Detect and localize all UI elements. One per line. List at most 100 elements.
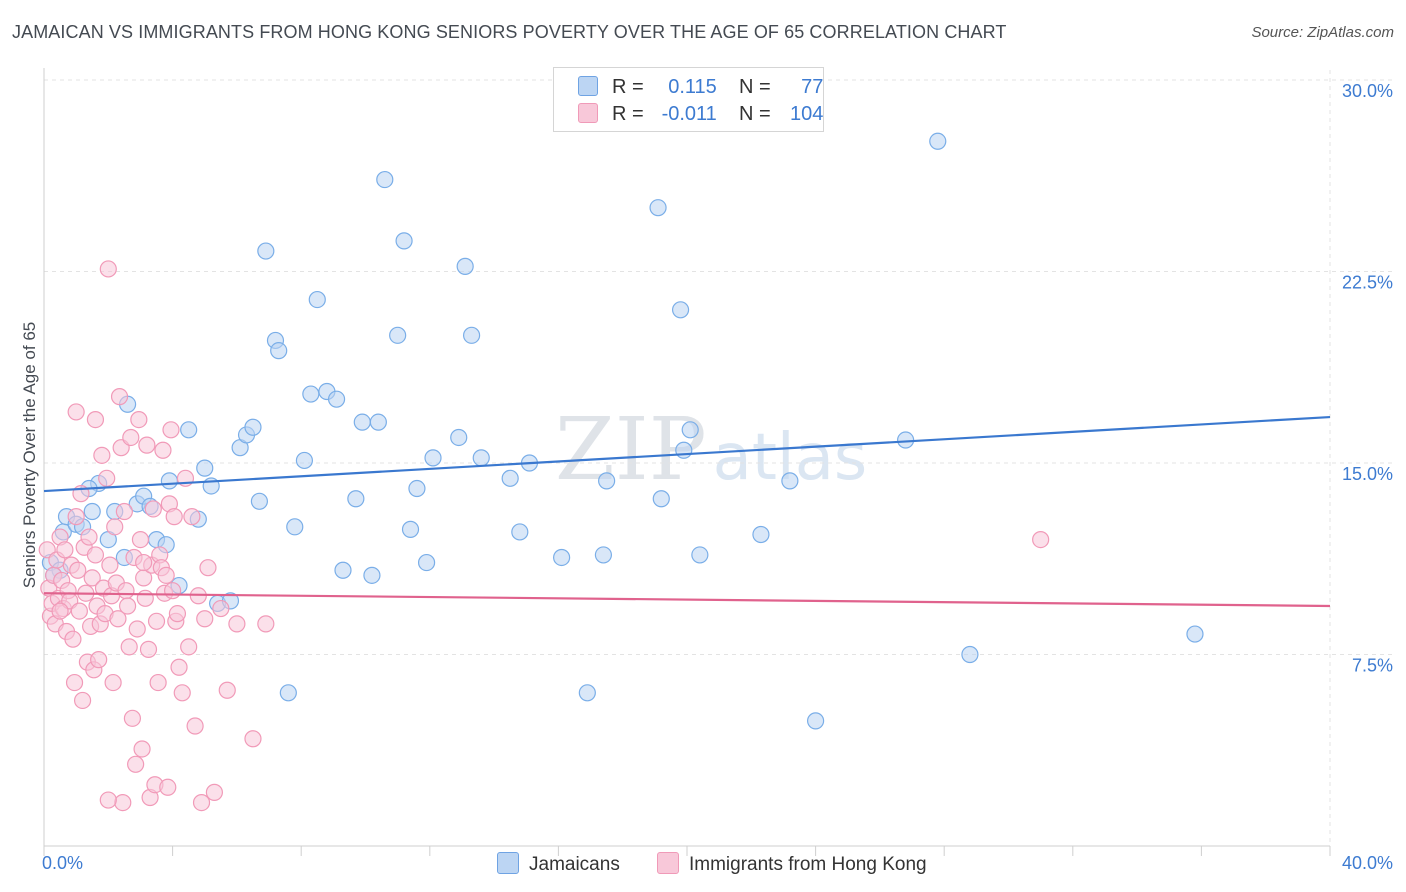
point-jamaicans bbox=[83, 502, 101, 521]
legend-row-jamaicans: R = 0.115 N = 77 bbox=[578, 76, 823, 100]
point-hong-kong bbox=[118, 597, 137, 615]
legend-swatch-jamaicans bbox=[578, 76, 598, 96]
point-jamaicans bbox=[671, 301, 690, 319]
legend-swatch-hong-kong bbox=[578, 103, 598, 123]
point-hong-kong bbox=[114, 793, 132, 812]
point-hong-kong bbox=[83, 569, 101, 587]
trend-line-hong-kong bbox=[43, 592, 1331, 608]
legend-n-value: 77 bbox=[801, 76, 824, 98]
point-hong-kong bbox=[131, 530, 150, 549]
point-hong-kong bbox=[228, 615, 246, 633]
series-label-hong-kong: Immigrants from Hong Kong bbox=[689, 854, 927, 875]
point-hong-kong bbox=[130, 410, 148, 429]
point-hong-kong bbox=[127, 755, 145, 773]
point-hong-kong bbox=[173, 684, 191, 702]
point-jamaicans bbox=[450, 428, 468, 447]
point-hong-kong bbox=[165, 508, 183, 526]
point-jamaicans bbox=[929, 132, 947, 150]
point-jamaicans bbox=[327, 390, 346, 408]
tick-labels: 7.5% 15.0% 22.5% 30.0% 0.0% 40.0% bbox=[42, 81, 1393, 873]
point-hong-kong bbox=[73, 691, 92, 710]
point-hong-kong bbox=[157, 566, 175, 584]
point-jamaicans bbox=[598, 472, 616, 490]
point-jamaicans bbox=[363, 566, 381, 584]
point-hong-kong bbox=[154, 441, 172, 459]
point-hong-kong bbox=[51, 602, 69, 620]
point-jamaicans bbox=[652, 490, 670, 508]
point-hong-kong bbox=[159, 778, 177, 796]
point-hong-kong bbox=[192, 793, 211, 812]
point-hong-kong bbox=[133, 740, 151, 758]
point-hong-kong bbox=[106, 518, 124, 536]
point-jamaicans bbox=[578, 684, 596, 702]
point-hong-kong bbox=[257, 615, 275, 633]
point-hong-kong bbox=[164, 582, 182, 600]
point-jamaicans bbox=[681, 421, 699, 439]
legend-n-label: N = bbox=[739, 103, 771, 125]
point-hong-kong bbox=[170, 658, 188, 676]
point-jamaicans bbox=[353, 413, 371, 431]
point-jamaicans bbox=[369, 413, 387, 431]
point-jamaicans bbox=[302, 385, 320, 403]
point-hong-kong bbox=[70, 602, 88, 620]
legend-row-hong-kong: R = -0.011 N = 104 bbox=[578, 103, 823, 127]
point-jamaicans bbox=[501, 469, 519, 487]
series-legend-jamaicans: Jamaicans bbox=[497, 852, 620, 876]
stats-legend: R = 0.115 N = 77 R = -0.011 N = 104 bbox=[553, 67, 824, 132]
point-hong-kong bbox=[212, 599, 230, 618]
point-hong-kong bbox=[101, 556, 119, 574]
point-hong-kong bbox=[86, 546, 105, 564]
y-tick-label: 7.5% bbox=[1352, 656, 1393, 676]
legend-r-label: R = bbox=[612, 103, 644, 125]
point-jamaicans bbox=[806, 712, 825, 730]
source-label: Source: ZipAtlas.com bbox=[1251, 24, 1394, 41]
point-hong-kong bbox=[67, 508, 85, 526]
point-jamaicans bbox=[472, 449, 490, 467]
x-tick-label-min: 0.0% bbox=[42, 853, 83, 873]
point-jamaicans bbox=[752, 525, 770, 544]
point-jamaicans bbox=[196, 459, 214, 477]
y-tick-label: 15.0% bbox=[1342, 464, 1393, 484]
point-jamaicans bbox=[897, 431, 915, 449]
point-jamaicans bbox=[279, 684, 297, 702]
point-hong-kong bbox=[128, 620, 146, 638]
point-hong-kong bbox=[80, 528, 98, 546]
x-tick-label-max: 40.0% bbox=[1342, 853, 1393, 873]
point-hong-kong bbox=[186, 717, 204, 735]
point-hong-kong bbox=[139, 640, 158, 658]
point-jamaicans bbox=[160, 472, 178, 490]
point-hong-kong bbox=[64, 630, 82, 648]
series-swatch-jamaicans bbox=[497, 852, 519, 874]
point-jamaicans bbox=[286, 518, 304, 536]
point-hong-kong bbox=[196, 610, 214, 628]
point-jamaicans bbox=[347, 490, 365, 508]
point-hong-kong bbox=[67, 403, 85, 421]
point-jamaicans bbox=[961, 645, 979, 664]
series-legend-hong-kong: Immigrants from Hong Kong bbox=[657, 852, 927, 876]
point-hong-kong bbox=[56, 541, 74, 559]
legend-r-value: -0.011 bbox=[661, 103, 717, 125]
point-hong-kong bbox=[147, 612, 166, 630]
y-tick-label: 22.5% bbox=[1342, 273, 1393, 293]
point-jamaicans bbox=[244, 418, 262, 436]
point-jamaicans bbox=[781, 472, 799, 490]
series-label-jamaicans: Jamaicans bbox=[529, 854, 620, 875]
data-points bbox=[38, 132, 1204, 812]
point-hong-kong bbox=[115, 502, 133, 521]
axes bbox=[43, 68, 1331, 856]
point-hong-kong bbox=[93, 446, 111, 464]
point-hong-kong bbox=[99, 791, 117, 809]
point-hong-kong bbox=[180, 638, 198, 656]
point-jamaicans bbox=[295, 451, 314, 470]
point-hong-kong bbox=[168, 605, 187, 623]
point-hong-kong bbox=[205, 783, 223, 801]
point-hong-kong bbox=[135, 553, 153, 572]
point-jamaicans bbox=[308, 290, 326, 309]
point-jamaicans bbox=[691, 546, 709, 564]
legend-r-label: R = bbox=[612, 76, 644, 98]
point-hong-kong bbox=[123, 709, 142, 727]
gridlines bbox=[44, 70, 1392, 846]
point-hong-kong bbox=[138, 436, 156, 454]
point-jamaicans bbox=[257, 242, 275, 260]
